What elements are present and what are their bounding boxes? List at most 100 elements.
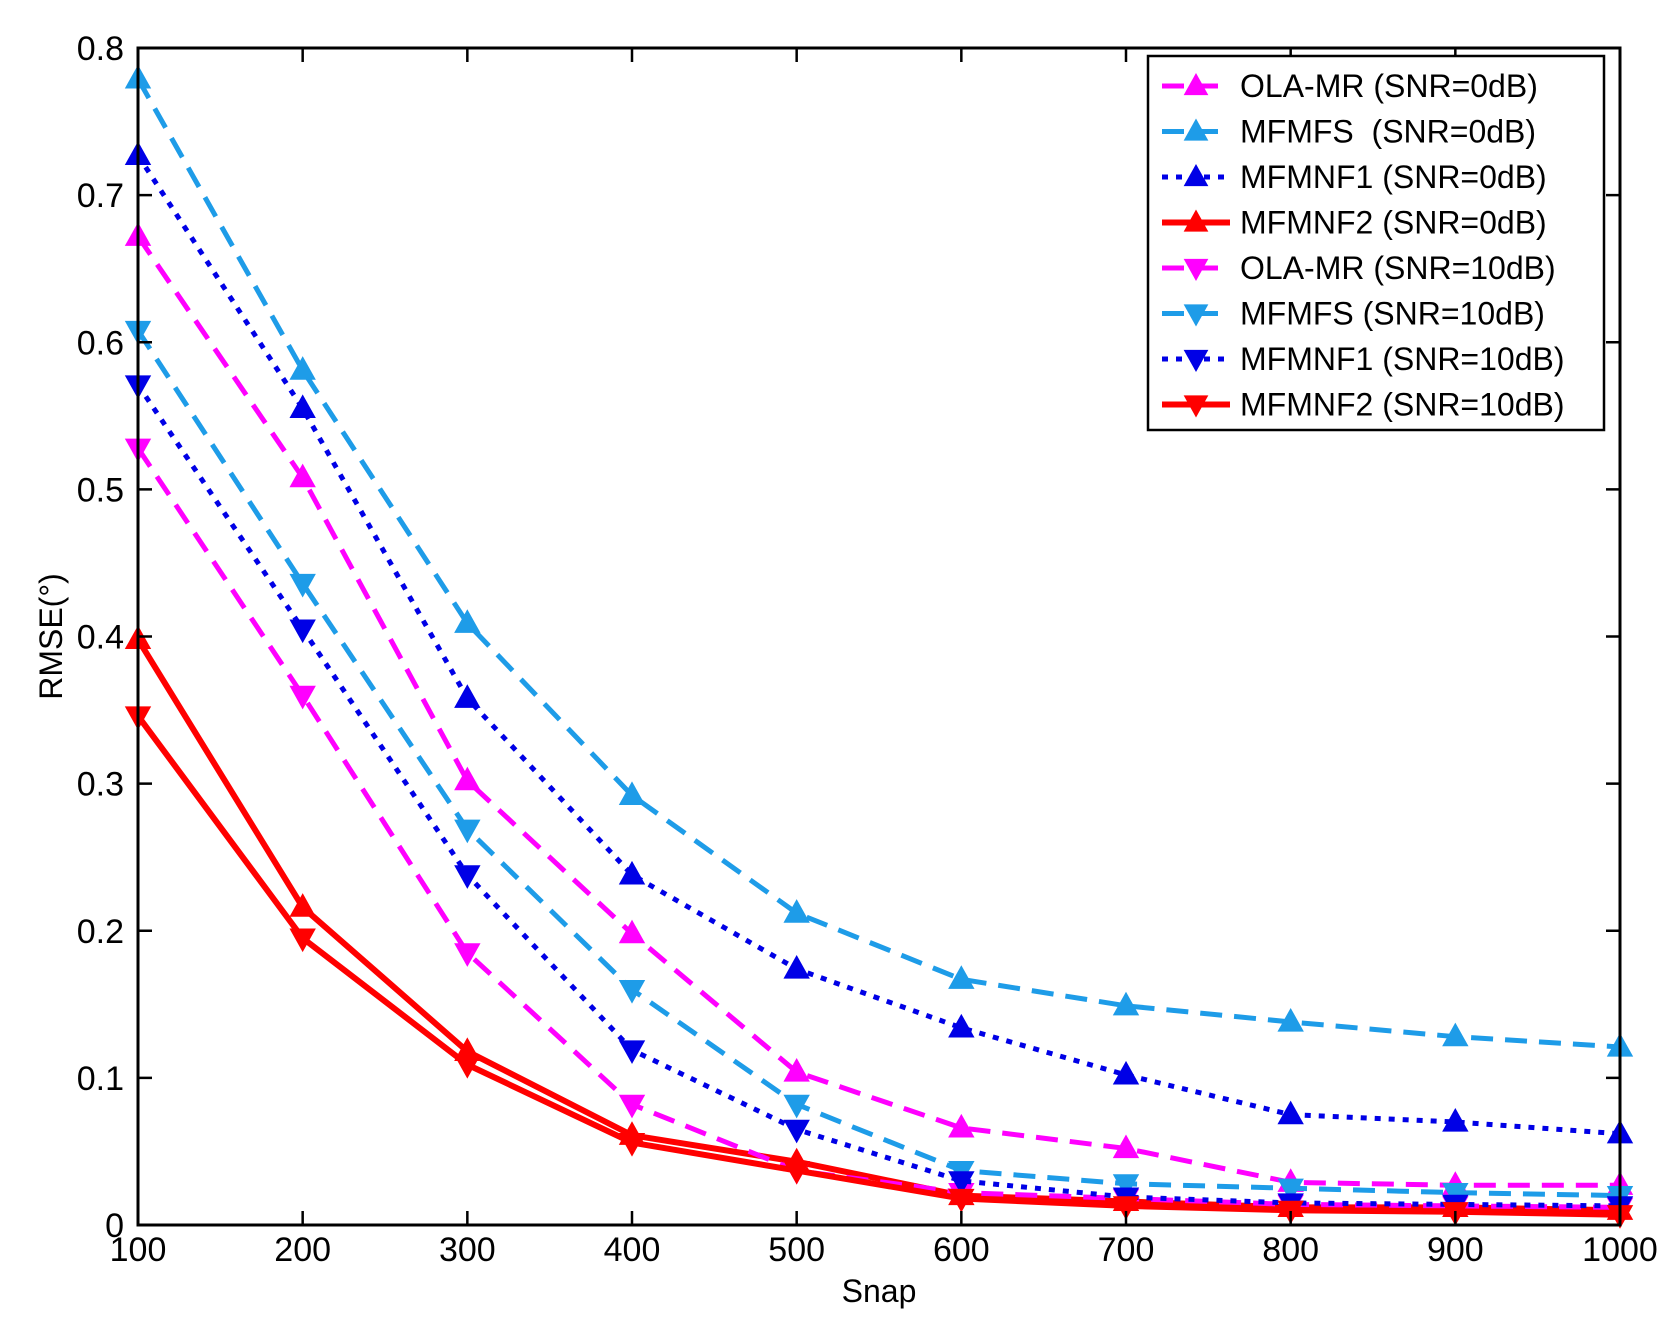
legend-marker <box>1183 395 1209 418</box>
y-tick-label: 0.5 <box>77 471 124 509</box>
legend-marker <box>1183 304 1209 327</box>
y-tick-label: 0.6 <box>77 324 124 362</box>
legend-label: MFMFS (SNR=0dB) <box>1240 114 1536 150</box>
legend-label: MFMNF2 (SNR=0dB) <box>1240 205 1547 241</box>
y-tick-label: 0.1 <box>77 1060 124 1098</box>
data-point <box>948 1013 975 1038</box>
series-line <box>135 329 1621 1199</box>
data-point <box>1442 1183 1469 1207</box>
legend-entry-7: MFMNF1 (SNR=10dB) <box>1162 341 1565 377</box>
data-point <box>454 819 481 844</box>
series-8 <box>124 706 1634 1229</box>
data-point <box>289 394 316 419</box>
x-tick-label: 400 <box>604 1231 661 1269</box>
series-line <box>135 154 1621 1137</box>
data-point <box>289 928 316 953</box>
data-point <box>948 1171 975 1195</box>
data-point <box>948 1113 975 1138</box>
data-point <box>454 1055 481 1079</box>
data-point <box>783 1057 810 1082</box>
series-line <box>135 234 1620 1188</box>
data-point <box>618 1040 646 1064</box>
data-point <box>618 860 646 885</box>
data-point <box>454 943 481 967</box>
x-tick-label: 700 <box>1098 1231 1155 1269</box>
data-point <box>454 609 481 633</box>
legend-entry-3: MFMNF1 (SNR=0dB) <box>1162 159 1547 195</box>
data-point <box>454 865 481 889</box>
legend-marker <box>1183 258 1209 281</box>
legend-label: MFMFS (SNR=10dB) <box>1240 296 1545 332</box>
legend-label: OLA-MR (SNR=0dB) <box>1240 68 1538 104</box>
data-point <box>289 619 316 644</box>
data-point <box>1112 991 1140 1016</box>
x-tick-label: 300 <box>439 1231 496 1269</box>
data-point <box>1442 1022 1469 1047</box>
y-tick-label: 0.2 <box>77 913 124 951</box>
axes-layer: 100 200 300 400 500 600 700 800 900 1000 0 0.1 0.2 0.… <box>77 30 1658 1269</box>
data-point <box>1112 1134 1140 1159</box>
x-tick-label: 800 <box>1262 1231 1319 1269</box>
data-point <box>1112 1196 1140 1220</box>
data-point <box>618 980 646 1004</box>
legend-label: MFMNF2 (SNR=10dB) <box>1240 387 1565 423</box>
data-point <box>1277 1007 1304 1032</box>
series-line <box>135 383 1621 1209</box>
x-tick-label: 900 <box>1427 1231 1484 1269</box>
series-line <box>135 714 1621 1218</box>
y-axis-label: RMSE(°) <box>33 573 69 700</box>
data-point <box>618 919 646 944</box>
data-point <box>289 463 316 488</box>
legend-box <box>1146 54 1606 432</box>
legend-marker <box>1183 73 1209 96</box>
data-point <box>783 1119 810 1144</box>
legend-label: MFMNF1 (SNR=10dB) <box>1240 341 1565 377</box>
legend: OLA-MR (SNR=0dB) MFMFS (SNR=0dB) MFMNF1 (S… <box>1146 54 1606 432</box>
data-point <box>1277 1100 1304 1125</box>
y-tick-label: 0.4 <box>77 619 124 657</box>
y-tick-label: 0.7 <box>77 177 124 215</box>
x-tick-label: 200 <box>274 1231 331 1269</box>
data-point <box>289 685 316 710</box>
data-point <box>454 684 481 708</box>
y-tick-label: 0 <box>105 1207 124 1245</box>
data-point <box>948 1188 975 1213</box>
data-point <box>618 1094 646 1119</box>
legend-entry-5: OLA-MR (SNR=10dB) <box>1162 250 1556 286</box>
x-axis-label: Snap <box>842 1273 917 1309</box>
data-point <box>1442 1107 1469 1132</box>
legend-label: MFMNF1 (SNR=0dB) <box>1240 159 1547 195</box>
legend-entry-4: MFMNF2 (SNR=0dB) <box>1162 205 1547 241</box>
x-tick-label: 1000 <box>1582 1231 1658 1269</box>
data-point <box>289 893 316 917</box>
x-tick-label: 100 <box>110 1231 167 1269</box>
y-tick-label: 0.3 <box>77 766 124 804</box>
legend-marker <box>1183 209 1209 232</box>
legend-entry-6: MFMFS (SNR=10dB) <box>1162 296 1545 332</box>
series-3 <box>124 141 1634 1144</box>
series-line <box>135 77 1621 1050</box>
data-point <box>618 781 646 805</box>
data-point <box>948 965 975 989</box>
data-point <box>783 1094 810 1119</box>
legend-entry-1: OLA-MR (SNR=0dB) <box>1162 68 1538 104</box>
data-point <box>289 356 316 380</box>
legend-marker <box>1183 164 1209 187</box>
data-point <box>1277 1178 1304 1203</box>
x-tick-label: 600 <box>933 1231 990 1269</box>
data-point <box>783 899 810 923</box>
series-2 <box>124 64 1634 1057</box>
series-layer <box>124 64 1634 1229</box>
x-tick-label: 500 <box>768 1231 825 1269</box>
legend-marker <box>1183 349 1209 372</box>
legend-label: OLA-MR (SNR=10dB) <box>1240 250 1556 286</box>
legend-entry-8: MFMNF2 (SNR=10dB) <box>1162 387 1565 423</box>
data-point <box>1112 1060 1140 1085</box>
legend-marker <box>1183 118 1209 141</box>
y-tick-label: 0.8 <box>77 30 124 68</box>
legend-entry-2: MFMFS (SNR=0dB) <box>1162 114 1536 150</box>
data-point <box>289 573 316 598</box>
data-point <box>618 1133 646 1157</box>
data-point <box>1112 1174 1140 1198</box>
